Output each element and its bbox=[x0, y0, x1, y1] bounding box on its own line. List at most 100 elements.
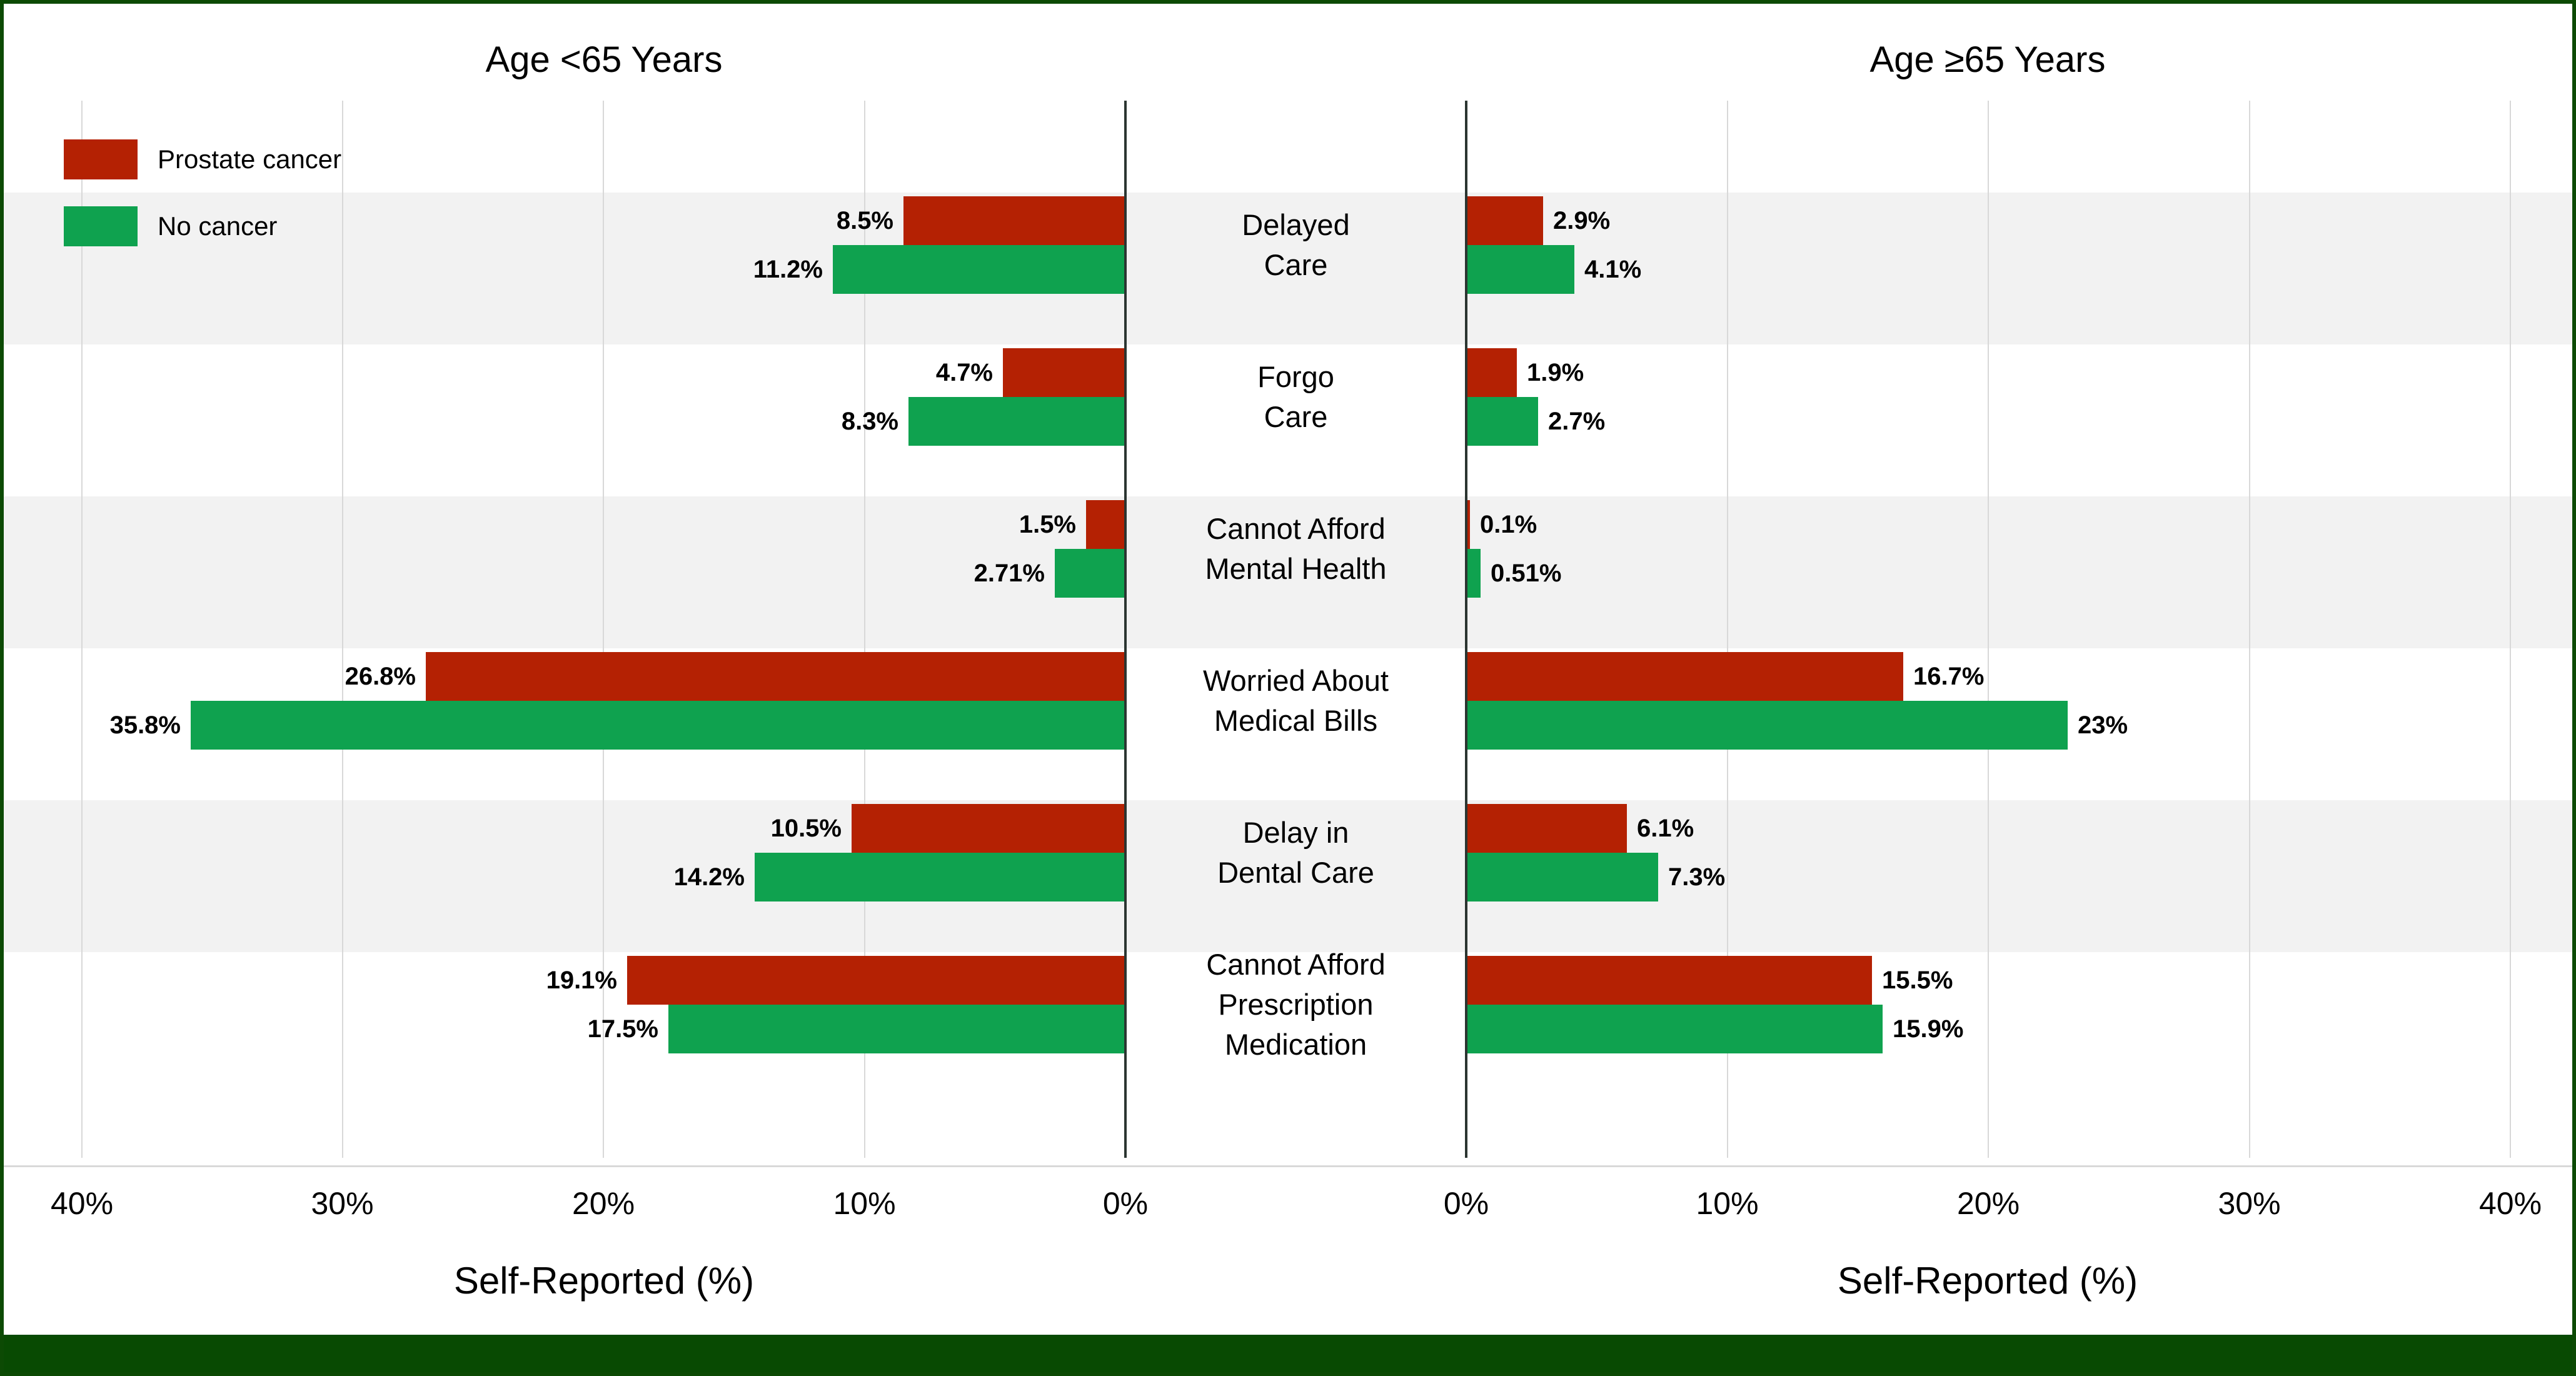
bar-no-cancer-right bbox=[1467, 245, 1574, 294]
bar-prostate-cancer-right bbox=[1467, 196, 1543, 245]
bar-no-cancer-left bbox=[908, 397, 1125, 446]
value-label: 17.5% bbox=[587, 1015, 658, 1043]
bar-prostate-cancer-left bbox=[426, 652, 1125, 701]
legend-item-prostate-cancer: Prostate cancer bbox=[64, 139, 341, 180]
bar-no-cancer-left bbox=[1055, 549, 1125, 598]
category-label-line: Prescription bbox=[1218, 988, 1374, 1021]
value-label: 8.5% bbox=[836, 207, 893, 234]
category-label-line: Delayed bbox=[1242, 208, 1350, 241]
bar-prostate-cancer-left bbox=[1003, 348, 1125, 397]
bar-no-cancer-left bbox=[833, 245, 1125, 294]
value-label: 19.1% bbox=[546, 967, 617, 994]
x-tick-label: 0% bbox=[1443, 1186, 1489, 1221]
value-label: 10.5% bbox=[770, 815, 842, 842]
panel-title-right: Age ≥65 Years bbox=[1869, 39, 2106, 80]
bar-no-cancer-right bbox=[1467, 397, 1538, 446]
x-tick-label: 0% bbox=[1102, 1186, 1149, 1221]
bar-prostate-cancer-right bbox=[1467, 956, 1872, 1005]
x-axis-label-left: Self-Reported (%) bbox=[453, 1260, 755, 1302]
value-label: 16.7% bbox=[1913, 663, 1985, 690]
gridline bbox=[1726, 101, 1728, 1158]
bar-no-cancer-right bbox=[1467, 549, 1481, 598]
category-label: Delayed Care bbox=[1125, 205, 1466, 285]
value-label: 4.1% bbox=[1584, 256, 1642, 283]
value-label: 0.1% bbox=[1480, 511, 1537, 538]
x-axis-label-right: Self-Reported (%) bbox=[1837, 1260, 2138, 1302]
category-label: Delay in Dental Care bbox=[1125, 813, 1466, 893]
category-label-line: Delay in bbox=[1242, 816, 1349, 849]
bar-no-cancer-left bbox=[191, 701, 1125, 750]
x-tick-label: 20% bbox=[1956, 1186, 2020, 1221]
value-label: 2.7% bbox=[1548, 408, 1606, 435]
bar-prostate-cancer-right bbox=[1467, 348, 1517, 397]
row-band bbox=[4, 496, 2572, 648]
value-label: 1.5% bbox=[1019, 511, 1076, 538]
value-label: 11.2% bbox=[753, 256, 823, 283]
value-label: 1.9% bbox=[1527, 359, 1584, 386]
bar-prostate-cancer-left bbox=[852, 804, 1125, 853]
x-tick-label: 40% bbox=[50, 1186, 114, 1221]
bar-prostate-cancer-right bbox=[1467, 500, 1470, 549]
category-label-line: Care bbox=[1264, 248, 1328, 281]
gridline bbox=[2510, 101, 2511, 1158]
category-label-line: Medical Bills bbox=[1214, 704, 1378, 737]
category-label-line: Forgo bbox=[1257, 360, 1334, 393]
value-label: 6.1% bbox=[1637, 815, 1694, 842]
bar-no-cancer-right bbox=[1467, 853, 1658, 901]
x-tick-label: 10% bbox=[833, 1186, 896, 1221]
x-tick-label: 20% bbox=[571, 1186, 635, 1221]
legend-item-no-cancer: No cancer bbox=[64, 206, 341, 247]
gridline bbox=[2248, 101, 2250, 1158]
value-label: 2.9% bbox=[1553, 207, 1611, 234]
legend-label-prostate-cancer: Prostate cancer bbox=[158, 144, 342, 174]
legend: Prostate cancer No cancer bbox=[64, 139, 341, 273]
category-label-line: Cannot Afford bbox=[1206, 948, 1386, 981]
value-label: 4.7% bbox=[935, 359, 993, 386]
bar-prostate-cancer-left bbox=[1086, 500, 1125, 549]
gridline bbox=[863, 101, 865, 1158]
value-label: 8.3% bbox=[841, 408, 898, 435]
panel-title-left: Age <65 Years bbox=[485, 39, 723, 80]
x-tick-label: 30% bbox=[2218, 1186, 2281, 1221]
value-label: 15.9% bbox=[1893, 1015, 1964, 1043]
zero-axis-line bbox=[1124, 101, 1127, 1158]
value-label: 7.3% bbox=[1668, 863, 1726, 891]
bar-prostate-cancer-right bbox=[1467, 804, 1627, 853]
bar-prostate-cancer-right bbox=[1467, 652, 1903, 701]
bar-no-cancer-right bbox=[1467, 701, 2068, 750]
category-label-line: Dental Care bbox=[1217, 856, 1374, 889]
value-label: 35.8% bbox=[109, 711, 181, 739]
gridline bbox=[81, 101, 83, 1158]
value-label: 0.51% bbox=[1491, 560, 1562, 587]
category-label-line: Medication bbox=[1224, 1028, 1367, 1061]
category-label-line: Care bbox=[1264, 400, 1328, 433]
bottom-strip bbox=[4, 1335, 2572, 1372]
category-label: Cannot Afford Mental Health bbox=[1125, 509, 1466, 589]
bar-prostate-cancer-left bbox=[627, 956, 1125, 1005]
bar-no-cancer-right bbox=[1467, 1005, 1883, 1053]
value-label: 2.71% bbox=[974, 560, 1045, 587]
row-band bbox=[4, 193, 2572, 344]
value-label: 14.2% bbox=[673, 863, 745, 891]
value-label: 26.8% bbox=[345, 663, 416, 690]
bar-no-cancer-left bbox=[668, 1005, 1125, 1053]
x-axis-line bbox=[4, 1165, 2572, 1167]
category-label: Forgo Care bbox=[1125, 357, 1466, 437]
row-band bbox=[4, 800, 2572, 952]
gridline bbox=[1988, 101, 1989, 1158]
zero-axis-line bbox=[1465, 101, 1467, 1158]
value-label: 15.5% bbox=[1882, 967, 1953, 994]
category-label-line: Mental Health bbox=[1205, 552, 1387, 585]
x-tick-label: 30% bbox=[311, 1186, 374, 1221]
bar-prostate-cancer-left bbox=[903, 196, 1125, 245]
category-label-line: Cannot Afford bbox=[1206, 512, 1386, 545]
gridline bbox=[603, 101, 604, 1158]
bar-no-cancer-left bbox=[755, 853, 1125, 901]
category-label: Worried About Medical Bills bbox=[1125, 661, 1466, 741]
x-tick-label: 40% bbox=[2478, 1186, 2542, 1221]
x-tick-label: 10% bbox=[1696, 1186, 1759, 1221]
category-label-line: Worried About bbox=[1203, 664, 1389, 697]
value-label: 23% bbox=[2078, 711, 2128, 739]
gridline bbox=[341, 101, 343, 1158]
